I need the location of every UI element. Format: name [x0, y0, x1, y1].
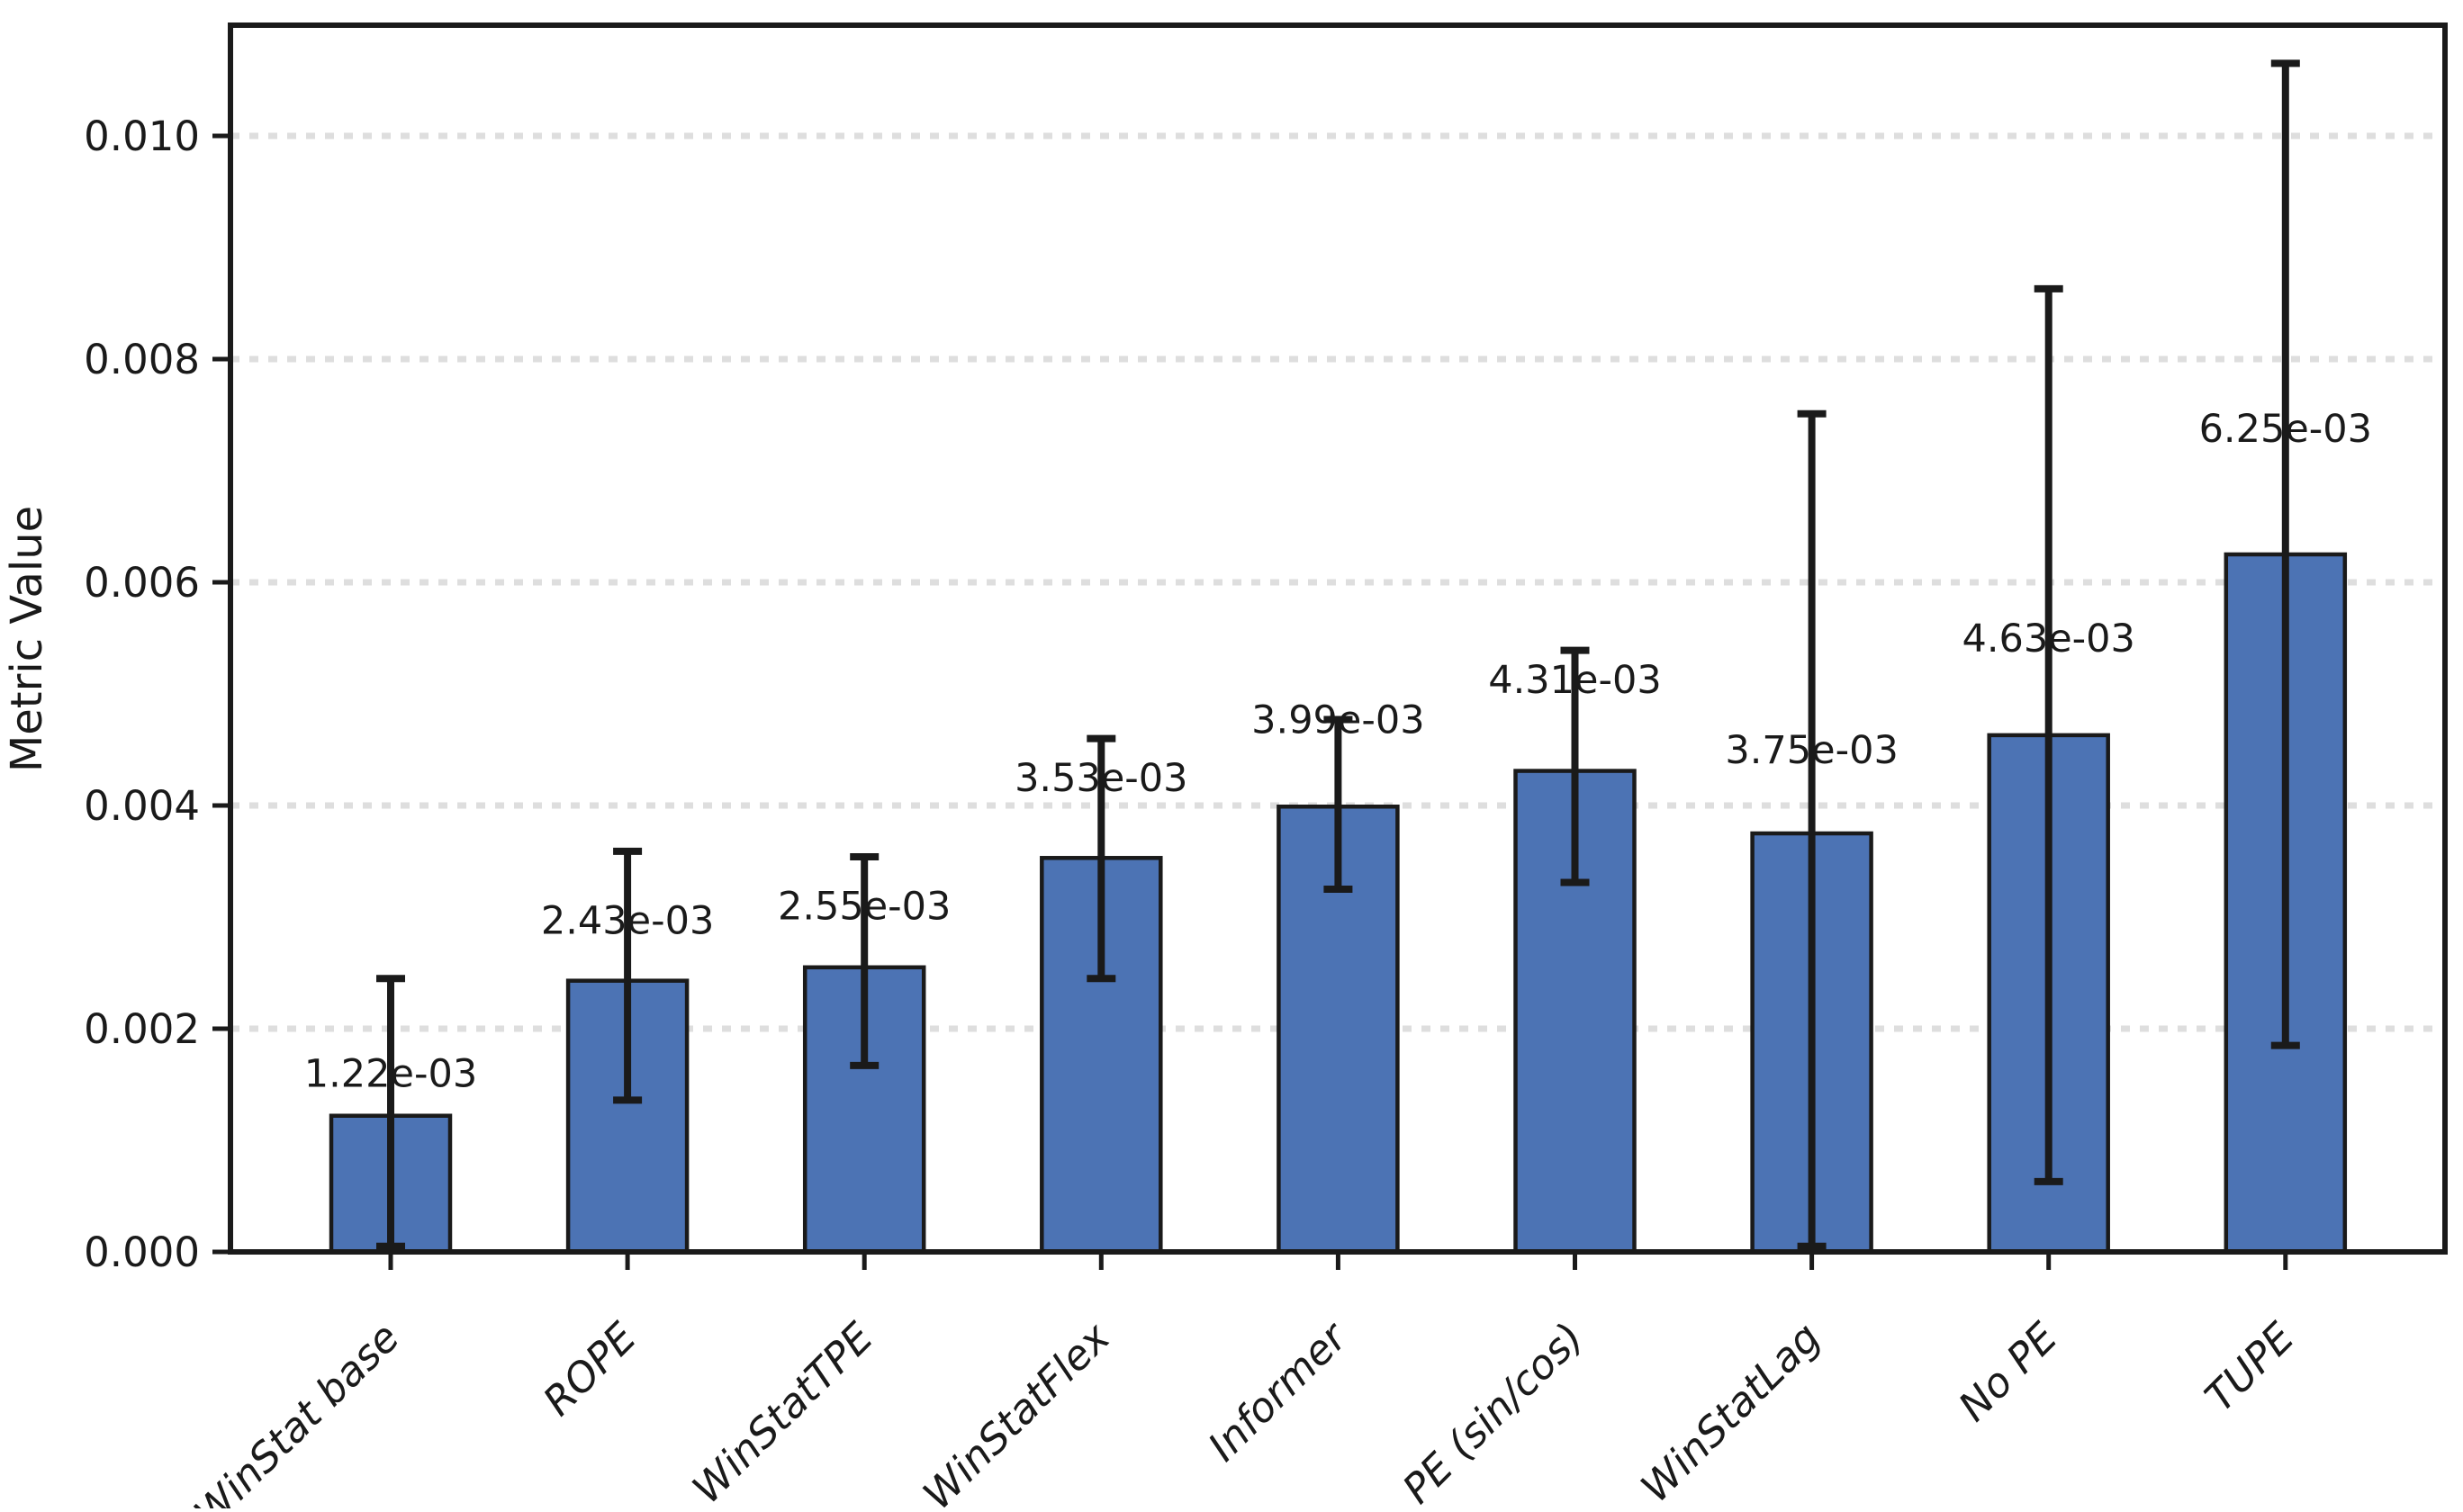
bar-value-label: 2.43e-03	[541, 899, 714, 944]
y-tick-label: 0.000	[84, 1228, 200, 1276]
x-tick-label: Informer	[1199, 1312, 1358, 1471]
y-tick-label: 0.002	[84, 1005, 200, 1053]
bar-value-label: 3.99e-03	[1251, 698, 1424, 743]
bar-value-label: 2.55e-03	[778, 885, 951, 930]
x-tick-label: TUPE	[2196, 1313, 2304, 1421]
x-tick-label: WinStatLag	[1631, 1313, 1829, 1508]
y-tick-label: 0.008	[84, 336, 200, 383]
bar-value-label: 3.53e-03	[1015, 756, 1187, 801]
axes-layer	[212, 22, 2448, 1270]
x-tick-label: ROPE	[534, 1313, 645, 1425]
error-bars-layer	[376, 59, 2300, 1250]
y-axis-label: Metric Value	[2, 506, 52, 772]
bar	[1040, 856, 1163, 1255]
bar-value-label: 3.75e-03	[1725, 728, 1898, 773]
y-tick-label: 0.010	[84, 112, 200, 160]
x-tick-label: PE (sin/cos)	[1394, 1313, 1593, 1508]
value-label-layer: 1.22e-03 2.43e-03 2.55e-03 3.53e-03 3.99e-03…	[304, 407, 2372, 1097]
y-tick-label: 0.004	[84, 782, 200, 830]
tick-label-layer: 0.000 0.002 0.004 0.006 0.008 0.010 WinStat ba…	[84, 112, 2304, 1512]
x-tick-label: WinStatFlex	[914, 1313, 1119, 1508]
bar-value-label: 1.22e-03	[304, 1052, 477, 1097]
bar-value-label: 4.31e-03	[1488, 658, 1661, 703]
bar-value-label: 4.63e-03	[1962, 616, 2134, 662]
bar-value-label: 6.25e-03	[2199, 407, 2372, 452]
x-tick-label: WinStat base	[185, 1313, 409, 1508]
x-tick-label: WinStatTPE	[683, 1313, 883, 1508]
x-tick-label: No PE	[1949, 1313, 2067, 1431]
y-tick-label: 0.006	[84, 559, 200, 607]
